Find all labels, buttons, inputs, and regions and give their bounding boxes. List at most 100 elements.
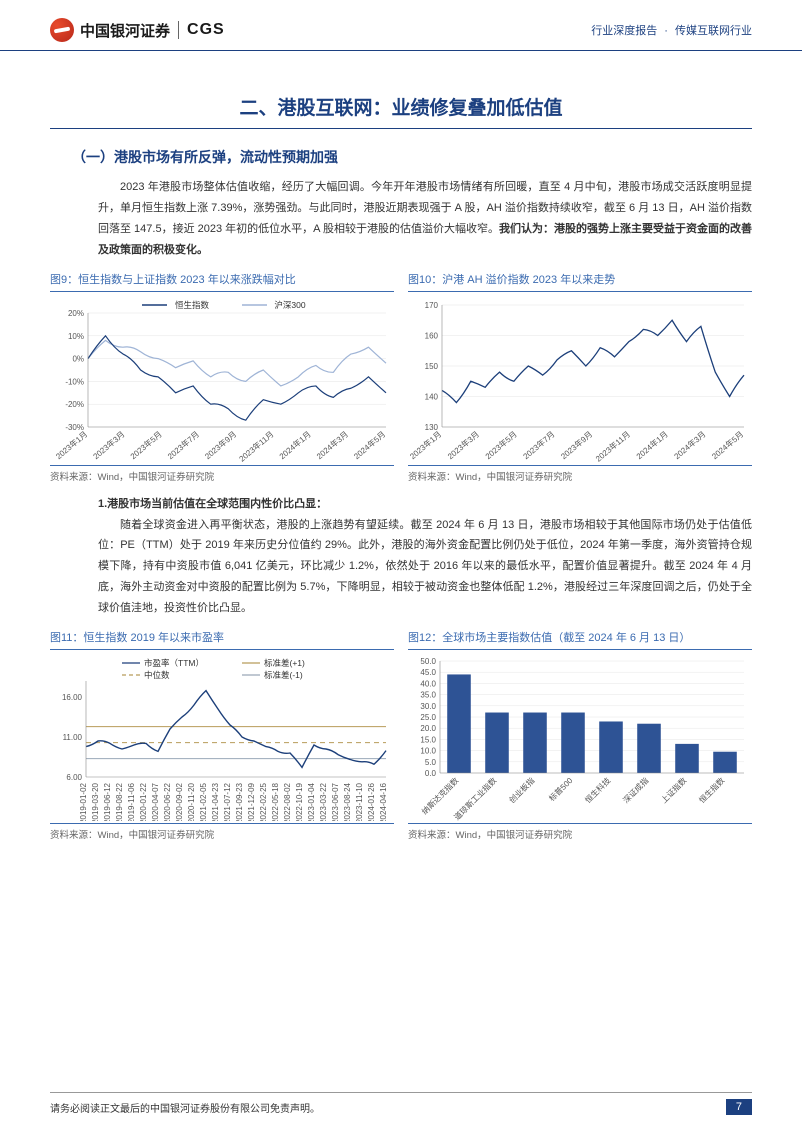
svg-text:2022-10-19: 2022-10-19 [295,782,304,821]
svg-text:6.00: 6.00 [66,773,82,782]
footer: 请务必阅读正文最后的中国银河证券股份有限公司免责声明。 7 [50,1092,752,1115]
svg-text:2024年1月: 2024年1月 [277,428,313,460]
chart10-source: 资料来源：Wind，中国银河证券研究院 [408,465,752,483]
svg-text:标准差(+1): 标准差(+1) [264,658,305,668]
svg-text:40.0: 40.0 [420,679,436,688]
disclaimer: 请务必阅读正文最后的中国银河证券股份有限公司免责声明。 [50,1100,320,1115]
paragraph-2: 随着全球资金进入再平衡状态，港股的上涨趋势有望延续。截至 2024 年 6 月 … [98,515,752,619]
charts-row-1: 图9：恒生指数与上证指数 2023 年以来涨跌幅对比 恒生指数沪深300-30%… [50,271,752,483]
chart9-box: 图9：恒生指数与上证指数 2023 年以来涨跌幅对比 恒生指数沪深300-30%… [50,271,394,483]
svg-text:2023年3月: 2023年3月 [91,428,127,460]
svg-text:16.00: 16.00 [62,693,83,702]
svg-text:11.00: 11.00 [63,733,83,742]
svg-text:沪深300: 沪深300 [274,300,305,310]
svg-text:市盈率（TTM）: 市盈率（TTM） [144,658,204,668]
svg-text:-20%: -20% [65,400,84,409]
svg-text:2020-11-20: 2020-11-20 [187,782,196,821]
content: 二、港股互联网：业绩修复叠加低估值 （一）港股市场有所反弹，流动性预期加强 20… [0,51,802,841]
svg-text:2022-02-25: 2022-02-25 [259,782,268,821]
chart9-source: 资料来源：Wind，中国银河证券研究院 [50,465,394,483]
svg-text:2023年7月: 2023年7月 [165,428,201,460]
svg-text:2023-08-24: 2023-08-24 [343,782,352,821]
svg-text:2024年5月: 2024年5月 [352,428,388,460]
chart9-title: 图9：恒生指数与上证指数 2023 年以来涨跌幅对比 [50,271,394,292]
chart10-svg: 1301401501601702023年1月2023年3月2023年5月2023… [408,295,752,463]
svg-text:上证指数: 上证指数 [659,775,689,805]
svg-text:2019-11-06: 2019-11-06 [127,782,136,821]
svg-text:2022-05-18: 2022-05-18 [271,782,280,821]
chart11-box: 图11：恒生指数 2019 年以来市盈率 市盈率（TTM） 标准差(+1) 中位数 标… [50,629,394,841]
h1-underline [50,128,752,129]
svg-text:170: 170 [425,301,439,310]
svg-text:25.0: 25.0 [420,713,436,722]
header-category: 行业深度报告 [591,25,657,37]
svg-text:中位数: 中位数 [144,670,170,680]
svg-text:恒生科技: 恒生科技 [583,775,613,805]
chart11-svg: 市盈率（TTM） 标准差(+1) 中位数 标准差(-1) 6.00 11.00 16.00 2… [50,653,394,821]
chart9-svg: 恒生指数沪深300-30%-20%-10%0%10%20%2023年1月2023… [50,295,394,463]
page-header: 中国银河证券 CGS 行业深度报告 · 传媒互联网行业 [0,0,802,51]
svg-text:2024-04-16: 2024-04-16 [379,782,388,821]
svg-text:15.0: 15.0 [420,735,436,744]
chart12-source: 资料来源：Wind，中国银河证券研究院 [408,823,752,841]
svg-text:2023年11月: 2023年11月 [237,428,276,462]
logo-icon [50,18,74,42]
svg-text:2023年3月: 2023年3月 [445,428,481,460]
svg-text:2019-06-12: 2019-06-12 [103,782,112,821]
chart12-title: 图12：全球市场主要指数估值（截至 2024 年 6 月 13 日） [408,629,752,650]
chart10-box: 图10：沪港 AH 溢价指数 2023 年以来走势 13014015016017… [408,271,752,483]
chart11-source: 资料来源：Wind，中国银河证券研究院 [50,823,394,841]
svg-text:0.0: 0.0 [425,769,437,778]
svg-text:5.0: 5.0 [425,758,437,767]
subheading-1: 1.港股市场当前估值在全球范围内性价比凸显： [98,495,752,511]
svg-text:标普500: 标普500 [547,775,575,803]
svg-text:2021-02-05: 2021-02-05 [199,782,208,821]
svg-text:2023年7月: 2023年7月 [521,428,557,460]
svg-text:30.0: 30.0 [420,702,436,711]
svg-text:2020-09-02: 2020-09-02 [175,782,184,821]
svg-text:2023年1月: 2023年1月 [54,428,90,460]
header-industry: 传媒互联网行业 [675,25,752,37]
svg-text:45.0: 45.0 [420,668,436,677]
chart11-title: 图11：恒生指数 2019 年以来市盈率 [50,629,394,650]
svg-text:35.0: 35.0 [420,691,436,700]
svg-text:2019-08-22: 2019-08-22 [115,782,124,821]
svg-text:2023年5月: 2023年5月 [483,428,519,460]
svg-text:2024年3月: 2024年3月 [314,428,350,460]
svg-text:2024-01-26: 2024-01-26 [367,782,376,821]
paragraph-1: 2023 年港股市场整体估值收缩，经历了大幅回调。今年开年港股市场情绪有所回暖，… [98,177,752,261]
svg-text:10%: 10% [68,331,84,340]
svg-text:2021-04-23: 2021-04-23 [211,782,220,821]
logo-cn: 中国银河证券 [80,20,170,41]
section-h1: 二、港股互联网：业绩修复叠加低估值 [50,93,752,120]
svg-text:2020-04-07: 2020-04-07 [151,782,160,821]
svg-text:140: 140 [425,392,439,401]
header-dot: · [664,25,668,37]
logo-en: CGS [187,21,225,39]
svg-text:160: 160 [425,331,439,340]
svg-text:20.0: 20.0 [420,724,436,733]
logo-area: 中国银河证券 CGS [50,18,225,42]
charts-row-2: 图11：恒生指数 2019 年以来市盈率 市盈率（TTM）标准差(+1)中位数标… [50,629,752,841]
svg-text:2020-06-22: 2020-06-22 [163,782,172,821]
svg-text:20%: 20% [68,309,84,318]
svg-text:2023年11月: 2023年11月 [593,428,632,462]
svg-text:2023年1月: 2023年1月 [408,428,443,460]
svg-text:2022-08-02: 2022-08-02 [283,782,292,821]
svg-text:2023-11-10: 2023-11-10 [355,782,364,821]
svg-text:150: 150 [425,362,439,371]
chart12-box: 图12：全球市场主要指数估值（截至 2024 年 6 月 13 日） 0.0 5.… [408,629,752,841]
svg-text:2023-03-22: 2023-03-22 [319,782,328,821]
svg-text:恒生指数: 恒生指数 [697,775,727,805]
svg-text:2020-01-22: 2020-01-22 [139,782,148,821]
svg-text:标准差(-1): 标准差(-1) [264,670,303,680]
svg-text:2023-01-04: 2023-01-04 [307,782,316,821]
header-right: 行业深度报告 · 传媒互联网行业 [591,22,752,38]
svg-text:50.0: 50.0 [420,657,436,666]
svg-text:-10%: -10% [65,377,84,386]
svg-text:2023年9月: 2023年9月 [559,428,595,460]
svg-text:0%: 0% [72,354,84,363]
svg-text:2023-06-07: 2023-06-07 [331,782,340,821]
chart10-title: 图10：沪港 AH 溢价指数 2023 年以来走势 [408,271,752,292]
svg-text:2023年5月: 2023年5月 [128,428,164,460]
